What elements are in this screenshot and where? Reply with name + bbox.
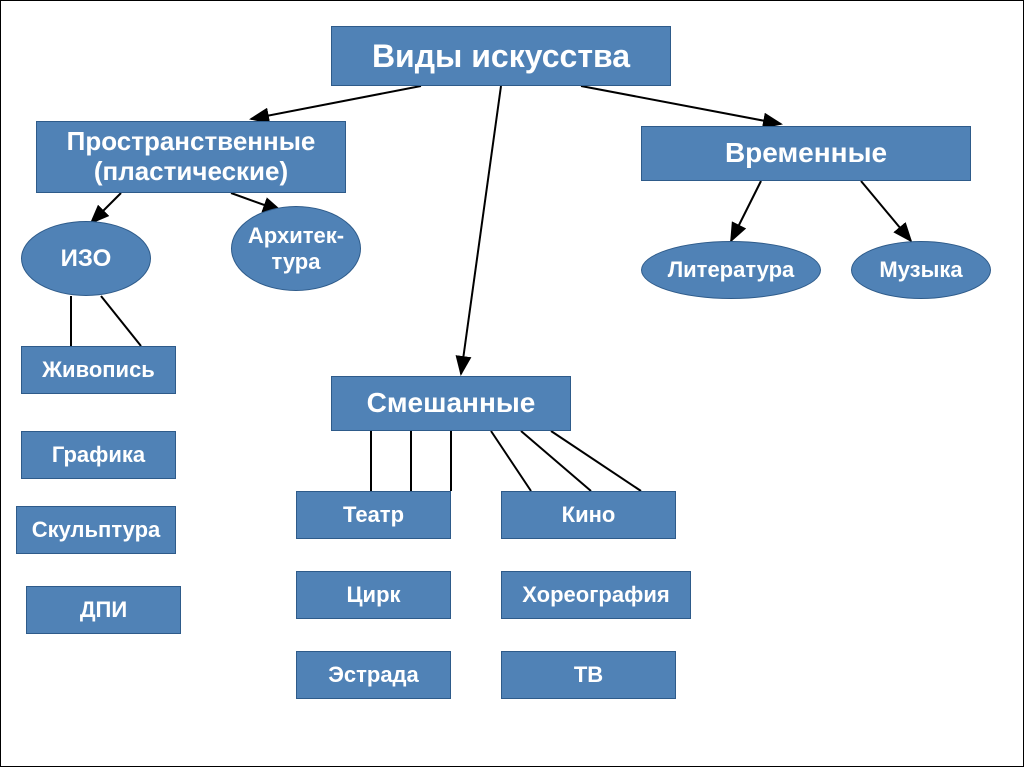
- edge-izo-painting2: [101, 296, 141, 346]
- edge-root-temporal: [581, 86, 781, 124]
- node-choreo: Хореография: [501, 571, 691, 619]
- edge-root-spatial: [251, 86, 421, 119]
- node-dpi: ДПИ: [26, 586, 181, 634]
- edge-mixed-tv: [551, 431, 641, 491]
- node-lit: Литература: [641, 241, 821, 299]
- node-cinema: Кино: [501, 491, 676, 539]
- node-tv: ТВ: [501, 651, 676, 699]
- edge-temporal-lit: [731, 181, 761, 241]
- node-graphic: Графика: [21, 431, 176, 479]
- edge-mixed-cinema: [491, 431, 531, 491]
- node-mixed: Смешанные: [331, 376, 571, 431]
- edge-temporal-music: [861, 181, 911, 241]
- edge-root-mixed: [461, 86, 501, 374]
- node-theatre: Театр: [296, 491, 451, 539]
- edge-spatial-izo: [91, 193, 121, 223]
- edge-mixed-choreo: [521, 431, 591, 491]
- node-music: Музыка: [851, 241, 991, 299]
- node-temporal: Временные: [641, 126, 971, 181]
- node-estrada: Эстрада: [296, 651, 451, 699]
- node-spatial: Пространственные (пластические): [36, 121, 346, 193]
- node-circus: Цирк: [296, 571, 451, 619]
- node-sculpt: Скульптура: [16, 506, 176, 554]
- node-root: Виды искусства: [331, 26, 671, 86]
- node-arch: Архитек- тура: [231, 206, 361, 291]
- node-painting: Живопись: [21, 346, 176, 394]
- node-izo: ИЗО: [21, 221, 151, 296]
